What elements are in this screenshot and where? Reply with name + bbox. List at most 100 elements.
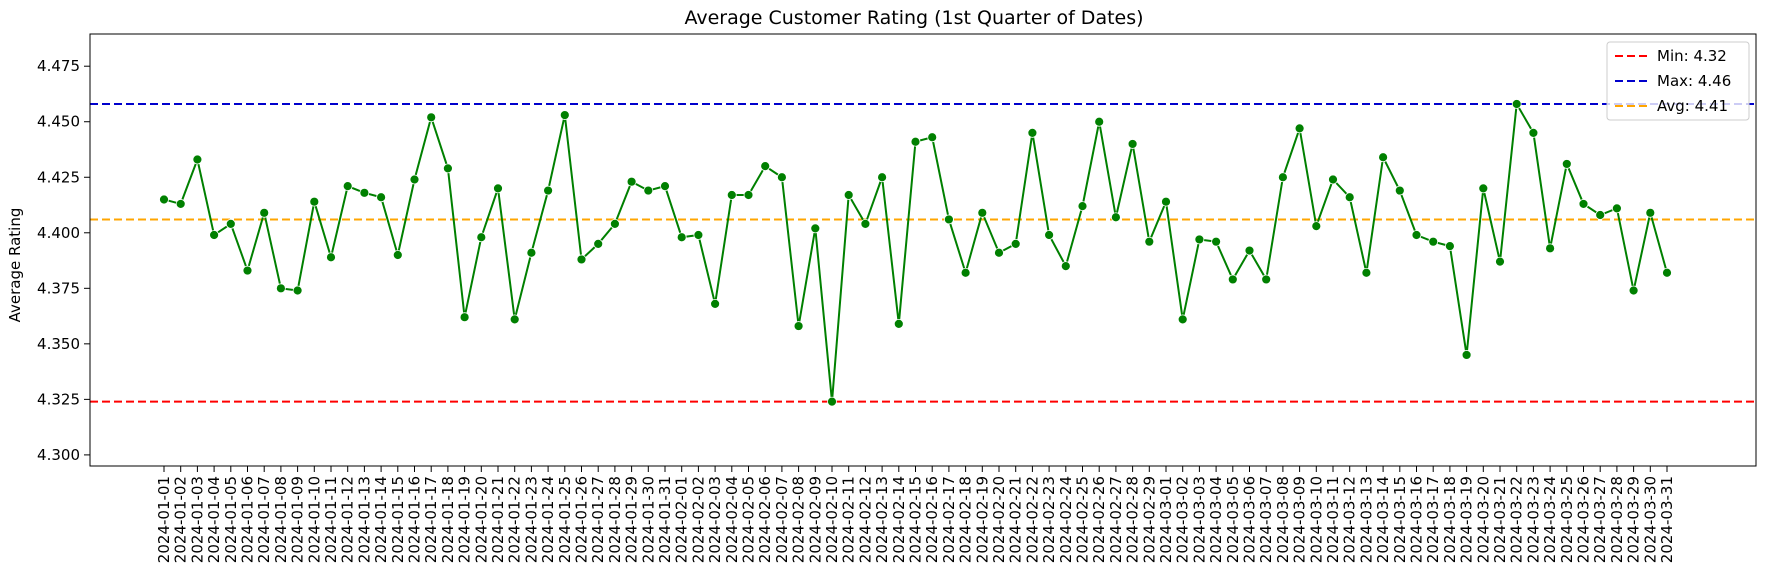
data-point — [1394, 185, 1405, 196]
x-tick-label: 2024-03-31 — [1658, 476, 1676, 563]
x-tick-label: 2024-01-26 — [573, 476, 591, 563]
data-point — [376, 192, 387, 203]
x-tick-label: 2024-03-12 — [1341, 476, 1359, 563]
data-point — [476, 232, 487, 243]
data-point — [426, 112, 437, 123]
data-point — [1478, 183, 1489, 194]
reference-lines — [90, 102, 1756, 403]
x-tick-label: 2024-02-20 — [990, 476, 1008, 563]
data-point — [626, 176, 637, 187]
data-point — [944, 214, 954, 225]
x-tick-label: 2024-01-27 — [589, 476, 607, 563]
legend-label: Min: 4.32 — [1657, 47, 1727, 65]
data-point — [459, 312, 470, 323]
x-tick-label: 2024-02-19 — [973, 476, 991, 563]
data-point — [1244, 245, 1255, 256]
data-point — [526, 247, 537, 258]
data-point — [927, 132, 938, 143]
data-point — [977, 207, 988, 218]
data-point — [743, 190, 754, 200]
data-point — [1461, 350, 1472, 360]
data-point — [192, 154, 203, 165]
data-point — [843, 190, 854, 200]
data-point — [1144, 236, 1155, 247]
x-tick-label: 2024-02-11 — [840, 476, 858, 563]
data-point — [893, 318, 904, 329]
legend: Min: 4.32 Max: 4.46 Avg: 4.41 — [1606, 41, 1750, 121]
x-tick-label: 2024-02-12 — [856, 476, 874, 563]
data-point — [392, 250, 403, 260]
x-tick-label: 2024-03-14 — [1374, 476, 1392, 563]
x-tick-label: 2024-01-05 — [222, 476, 240, 563]
legend-label: Max: 4.46 — [1657, 72, 1731, 90]
x-tick-label: 2024-02-06 — [756, 476, 774, 563]
x-tick-label: 2024-02-15 — [907, 476, 925, 563]
data-point — [593, 238, 604, 249]
data-point — [1127, 139, 1138, 149]
data-point — [1662, 267, 1672, 278]
data-point — [359, 187, 370, 198]
data-point — [292, 285, 303, 296]
x-tick-label: 2024-03-08 — [1274, 476, 1292, 563]
plot-frame — [89, 33, 1757, 467]
data-point — [1227, 274, 1238, 285]
data-point — [643, 185, 654, 196]
x-tick-label: 2024-02-04 — [723, 476, 741, 563]
x-tick-label: 2024-01-19 — [456, 476, 474, 563]
data-point — [1010, 238, 1021, 249]
x-tick-label: 2024-03-03 — [1190, 476, 1208, 563]
x-tick-label: 2024-02-18 — [957, 476, 975, 563]
data-point — [1411, 230, 1422, 240]
x-tick-label: 2024-01-04 — [205, 476, 223, 563]
data-point — [1311, 221, 1322, 232]
x-tick-label: 2024-01-02 — [172, 476, 190, 563]
x-tick-label: 2024-02-26 — [1090, 476, 1108, 563]
data-point — [275, 283, 286, 294]
x-tick-label: 2024-03-02 — [1174, 476, 1192, 563]
x-tick-label: 2024-01-22 — [506, 476, 524, 563]
x-tick-label: 2024-02-22 — [1023, 476, 1041, 563]
x-tick-label: 2024-02-17 — [940, 476, 958, 563]
legend-box — [1606, 41, 1750, 121]
legend-label: Avg: 4.41 — [1657, 97, 1728, 115]
x-tick-label: 2024-02-07 — [773, 476, 791, 563]
data-point — [309, 196, 320, 207]
x-tick-label: 2024-01-11 — [322, 476, 340, 563]
data-point — [559, 110, 570, 120]
data-point — [493, 183, 503, 194]
data-point — [693, 230, 704, 240]
x-tick-label: 2024-01-13 — [355, 476, 373, 563]
data-point — [509, 314, 520, 325]
x-tick-label: 2024-02-05 — [740, 476, 758, 563]
data-point — [1027, 127, 1038, 138]
x-tick-label: 2024-01-25 — [556, 476, 574, 563]
x-tick-label: 2024-02-08 — [790, 476, 808, 563]
x-tick-label: 2024-01-23 — [522, 476, 540, 563]
x-tick-label: 2024-01-09 — [289, 476, 307, 563]
data-point — [793, 321, 804, 331]
x-tick-label: 2024-03-11 — [1324, 476, 1342, 563]
data-point — [910, 136, 921, 147]
x-tick-label: 2024-01-17 — [422, 476, 440, 563]
x-tick-label: 2024-03-19 — [1458, 476, 1476, 563]
y-axis-label: Average Rating — [6, 208, 24, 323]
data-point — [1495, 256, 1505, 267]
data-point — [1328, 174, 1338, 185]
data-point — [994, 247, 1004, 258]
x-tick-label: 2024-01-03 — [188, 476, 206, 563]
data-point — [1261, 274, 1272, 285]
x-tick-label: 2024-03-28 — [1608, 476, 1626, 563]
data-point — [1561, 159, 1572, 169]
x-tick-label: 2024-01-31 — [656, 476, 674, 563]
data-point — [1194, 234, 1205, 245]
y-tick-label: 4.425 — [37, 168, 80, 186]
y-tick-label: 4.400 — [37, 224, 80, 242]
x-tick-label: 2024-03-21 — [1491, 476, 1509, 563]
data-point — [1060, 261, 1071, 272]
x-tick-label: 2024-01-29 — [623, 476, 641, 563]
data-point — [810, 223, 821, 234]
data-point — [259, 207, 270, 218]
data-point — [960, 267, 971, 278]
y-tick-label: 4.350 — [37, 335, 80, 353]
